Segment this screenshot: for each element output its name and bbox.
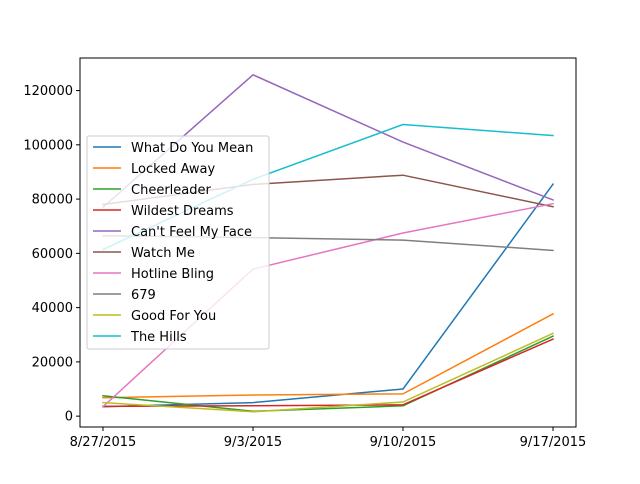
y-tick-label: 100000 xyxy=(23,138,73,153)
y-tick-label: 0 xyxy=(65,410,73,425)
series-line-cheerleader xyxy=(102,335,554,413)
series-line-good-for-you xyxy=(102,332,554,413)
axes-frame xyxy=(79,57,577,428)
y-tick-label: 60000 xyxy=(32,247,73,262)
y-tick-label: 120000 xyxy=(23,84,73,99)
legend-label: 679 xyxy=(131,288,156,303)
legend-label: Wildest Dreams xyxy=(131,204,234,219)
legend-label: The Hills xyxy=(130,330,187,345)
legend-label: Can't Feel My Face xyxy=(131,225,252,240)
series-line-what-do-you-mean xyxy=(102,183,555,408)
x-tick-label: 8/27/2015 xyxy=(70,435,137,450)
series-line-wildest-dreams xyxy=(102,338,554,408)
x-axis: 8/27/2015 9/3/2015 9/10/2015 9/17/2015 xyxy=(70,427,587,450)
legend-label: Cheerleader xyxy=(131,183,211,198)
x-tick-label: 9/3/2015 xyxy=(224,435,282,450)
series-line-locked-away xyxy=(102,312,555,399)
legend-label: Hotline Bling xyxy=(131,267,214,282)
legend-label: Locked Away xyxy=(131,162,216,177)
x-tick-label: 9/10/2015 xyxy=(370,435,437,450)
y-axis: 0 20000 40000 60000 80000 100000 120000 xyxy=(23,84,80,425)
legend-box xyxy=(86,135,270,350)
y-tick-label: 40000 xyxy=(32,301,73,316)
x-tick-label: 9/17/2015 xyxy=(520,435,587,450)
legend-label: Good For You xyxy=(131,309,216,324)
y-tick-label: 80000 xyxy=(32,193,73,208)
legend-label: Watch Me xyxy=(131,246,195,261)
y-tick-label: 20000 xyxy=(32,355,73,370)
legend: What Do You Mean Locked Away Cheerleader Wi… xyxy=(86,135,270,350)
legend-label: What Do You Mean xyxy=(131,141,253,156)
